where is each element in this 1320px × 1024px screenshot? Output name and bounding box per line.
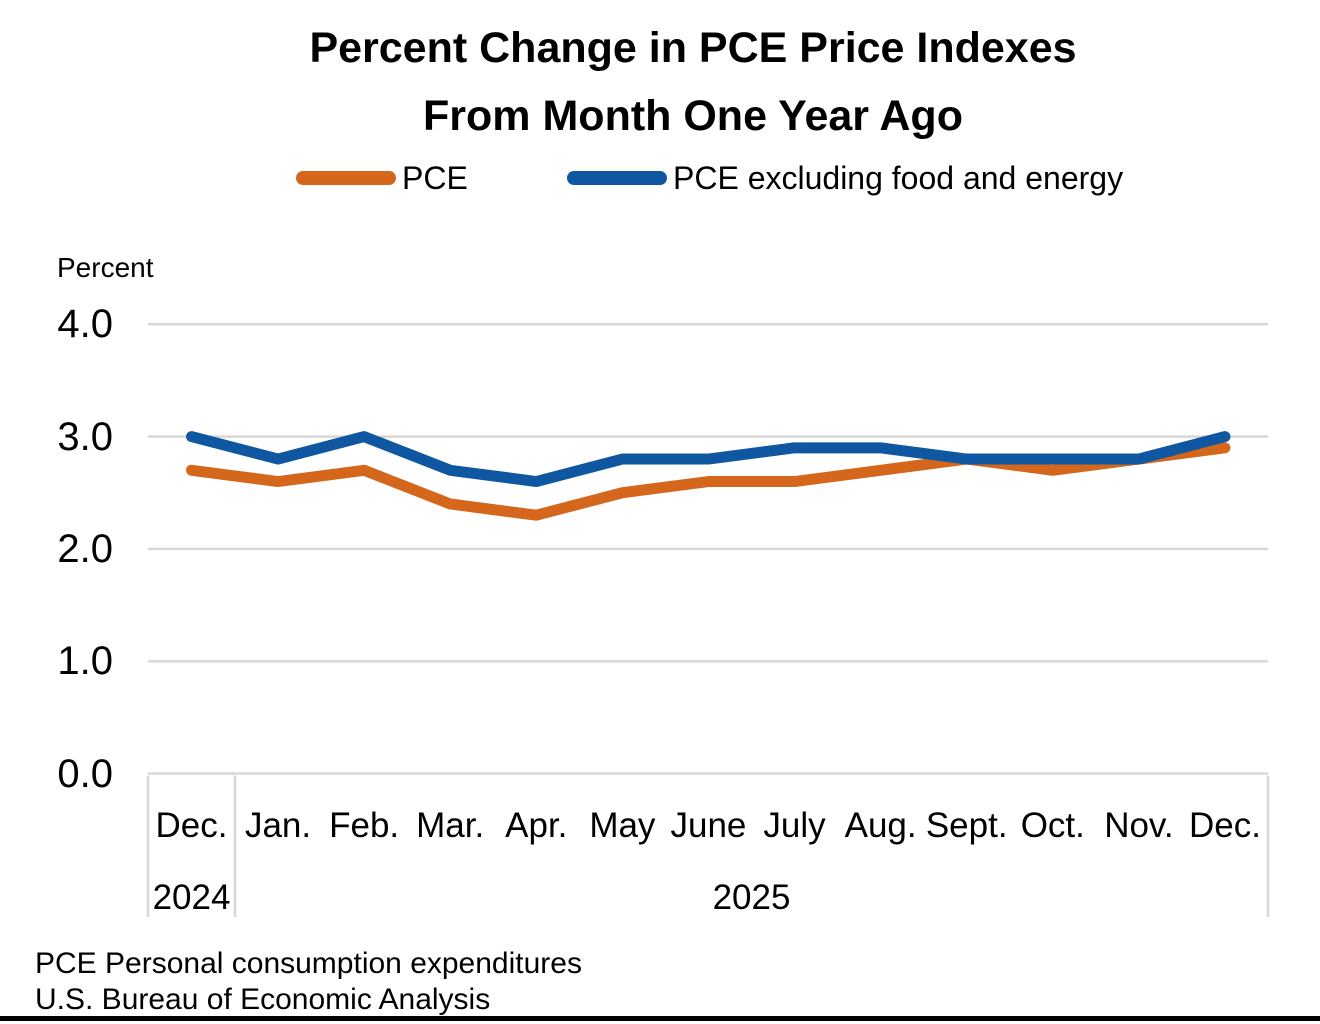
y-tick-label: 0.0	[57, 751, 113, 796]
y-axis-unit-label: Percent	[57, 252, 154, 283]
y-tick-label: 2.0	[57, 526, 113, 571]
y-tick-label: 4.0	[57, 302, 113, 347]
x-tick-label: Oct.	[1020, 806, 1085, 845]
core-pce-series-line	[186, 431, 1231, 488]
x-tick-label: Mar.	[416, 806, 485, 845]
footer-source-note: U.S. Bureau of Economic Analysis	[35, 983, 491, 1016]
pce-series-line	[186, 442, 1231, 521]
y-tick-label: 1.0	[57, 639, 113, 684]
x-tick-label: Feb.	[329, 806, 400, 845]
core-pce-legend-label: PCE excluding food and energy	[673, 160, 1124, 196]
bottom-divider-rule	[0, 1016, 1320, 1021]
y-tick-label: 3.0	[57, 414, 113, 459]
x-tick-label: Sept.	[925, 806, 1008, 845]
x-tick-label: Apr.	[505, 806, 568, 845]
x-tick-label: July	[763, 806, 826, 845]
year-label: 2024	[152, 878, 231, 917]
chart-title: Percent Change in PCE Price Indexes From…	[66, 14, 1320, 150]
chart-title-line-2: From Month One Year Ago	[423, 92, 963, 140]
footer-definition-note: PCE Personal consumption expenditures	[35, 947, 582, 980]
x-tick-label: Nov.	[1104, 806, 1174, 845]
x-tick-label: Dec.	[1188, 806, 1261, 845]
x-tick-label: June	[670, 806, 747, 845]
x-tick-label: May	[589, 806, 656, 845]
pce-legend-line-icon	[296, 171, 396, 185]
x-tick-label: Aug.	[844, 806, 917, 845]
year-label: 2025	[712, 878, 791, 917]
chart-legend: PCE PCE excluding food and energy	[0, 156, 1320, 200]
x-tick-label: Jan.	[244, 806, 312, 845]
chart-title-line-1: Percent Change in PCE Price Indexes	[309, 24, 1077, 72]
core-pce-legend-line-icon	[567, 171, 667, 185]
x-tick-label: Dec.	[155, 806, 228, 845]
pce-legend-label: PCE	[402, 160, 468, 196]
